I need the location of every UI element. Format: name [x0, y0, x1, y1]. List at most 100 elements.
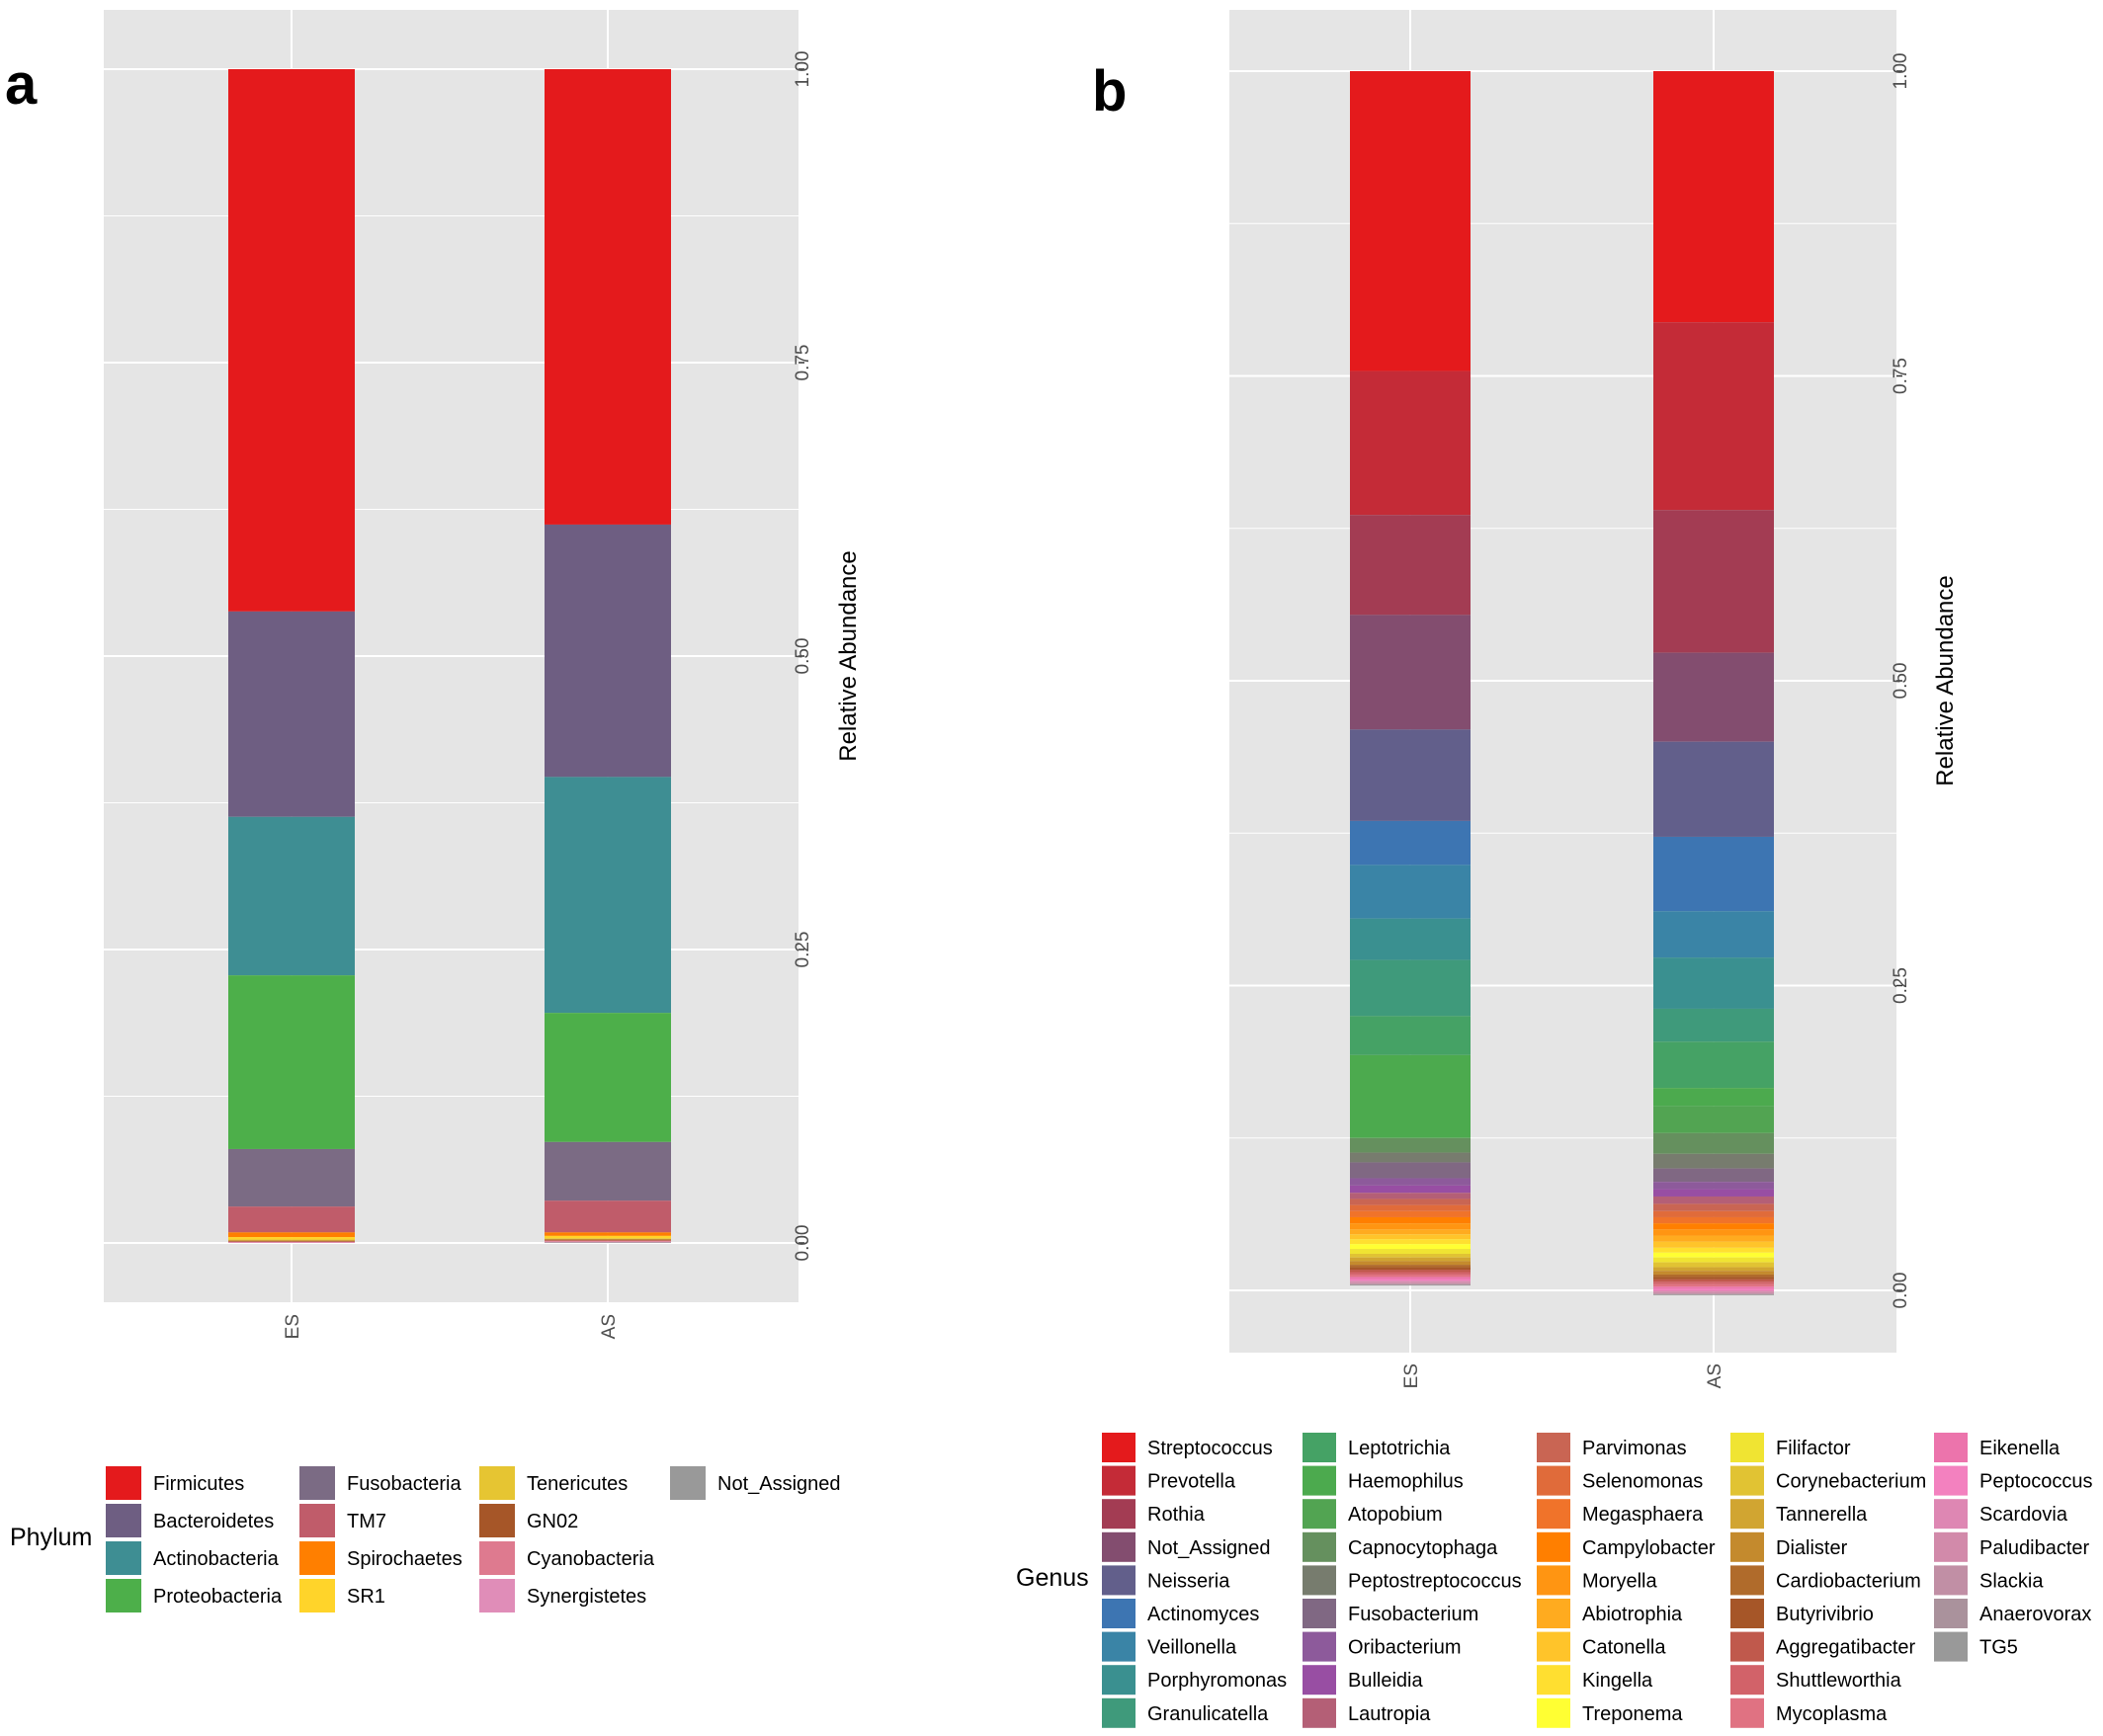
- legend-item-shuttleworthia: Shuttleworthia: [1730, 1665, 1902, 1695]
- stacked-bar-as: [1653, 71, 1774, 1295]
- x-tick-label: AS: [1705, 1364, 1725, 1388]
- stacked-bar-es: [1350, 71, 1471, 1286]
- legend-swatch: [1934, 1531, 1968, 1562]
- legend-swatch: [299, 1504, 335, 1537]
- legend-swatch: [1730, 1631, 1764, 1662]
- legend-swatch: [1537, 1631, 1570, 1662]
- legend-item-leptotrichia: Leptotrichia: [1303, 1433, 1451, 1462]
- legend-swatch: [1102, 1531, 1136, 1562]
- panel-a: a ES AS 0.00 0.25 0.50 0.75 1.00 Relative Abunda…: [5, 10, 862, 1612]
- bar-segment-abiotrophia: [1653, 1235, 1774, 1242]
- bar-segment-tm7: [228, 1206, 355, 1233]
- legend-item-parvimonas: Parvimonas: [1537, 1433, 1687, 1462]
- legend-item-neisseria: Neisseria: [1102, 1565, 1230, 1596]
- legend-swatch: [1934, 1499, 1968, 1529]
- legend-item-scardovia: Scardovia: [1934, 1499, 2068, 1529]
- legend-swatch: [1934, 1565, 1968, 1596]
- legend-swatch: [1303, 1697, 1336, 1728]
- legend-item-prevotella: Prevotella: [1102, 1465, 1236, 1496]
- bar-segment-paludibacter: [1350, 1281, 1471, 1283]
- legend-swatch: [106, 1579, 141, 1612]
- legend-swatch: [1537, 1499, 1570, 1529]
- legend-item-lautropia: Lautropia: [1303, 1697, 1431, 1728]
- legend-swatch: [106, 1466, 141, 1500]
- x-tick-label: AS: [599, 1314, 620, 1339]
- legend-label: Selenomonas: [1582, 1471, 1703, 1493]
- legend-label: Actinobacteria: [153, 1548, 280, 1570]
- legend-item-paludibacter: Paludibacter: [1934, 1531, 2090, 1562]
- legend-label: Synergistetes: [527, 1586, 646, 1608]
- bar-segment-dialister: [1653, 1271, 1774, 1275]
- legend-label: Actinomyces: [1147, 1604, 1259, 1625]
- legend-label: Scardovia: [1979, 1504, 2068, 1526]
- legend-item-filifactor: Filifactor: [1730, 1433, 1851, 1462]
- bar-segment-treponema: [1350, 1244, 1471, 1250]
- legend-swatch: [1730, 1499, 1764, 1529]
- bar-segment-eikenella: [1653, 1286, 1774, 1289]
- legend-swatch: [1303, 1465, 1336, 1496]
- bar-segment-neisseria: [1350, 729, 1471, 821]
- legend-item-proteobacteria: Proteobacteria: [106, 1579, 283, 1612]
- legend-swatch: [1303, 1565, 1336, 1596]
- bar-segment-sr1: [228, 1237, 355, 1240]
- bar-segment-dialister: [1350, 1261, 1471, 1266]
- bar-segment-sr1: [545, 1235, 671, 1239]
- legend-label: Abiotrophia: [1582, 1604, 1683, 1625]
- bar-segment-firmicutes: [545, 69, 671, 525]
- bar-segment-neisseria: [1653, 741, 1774, 837]
- bar-segment-proteobacteria: [228, 975, 355, 1149]
- bar-segment-streptococcus: [1653, 71, 1774, 323]
- legend-item-slackia: Slackia: [1934, 1565, 2044, 1596]
- legend-swatch: [1730, 1599, 1764, 1628]
- legend-label: Peptostreptococcus: [1348, 1570, 1522, 1592]
- bar-segment-cyanobacteria: [545, 1240, 671, 1242]
- legend-item-moryella: Moryella: [1537, 1565, 1657, 1596]
- legend-label: Rothia: [1147, 1504, 1206, 1526]
- legend-swatch: [1730, 1665, 1764, 1695]
- legend-swatch: [1537, 1565, 1570, 1596]
- legend-label: Veillonella: [1147, 1637, 1237, 1659]
- legend-swatch: [1934, 1433, 1968, 1462]
- legend-item-actinobacteria: Actinobacteria: [106, 1541, 280, 1575]
- bar-segment-lautropia: [1350, 1193, 1471, 1199]
- y-tick-label: 0.00: [793, 1225, 813, 1262]
- legend-item-dialister: Dialister: [1730, 1531, 1848, 1562]
- legend-label: TG5: [1979, 1637, 2018, 1659]
- bar-segment-bacteroidetes: [545, 524, 671, 778]
- legend-item-oribacterium: Oribacterium: [1303, 1631, 1461, 1662]
- bar-segment-granulicatella: [1350, 959, 1471, 1017]
- bar-segment-gn02: [545, 1239, 671, 1241]
- bar-segment-peptococcus: [1350, 1279, 1471, 1281]
- legend-item-veillonella: Veillonella: [1102, 1631, 1237, 1662]
- panel-letter: a: [5, 52, 38, 117]
- bar-segment-lautropia: [1653, 1196, 1774, 1204]
- legend-swatch: [1537, 1465, 1570, 1496]
- bar-segment-anaerovorax: [1653, 1293, 1774, 1295]
- bar-segment-butyrivibrio: [1350, 1267, 1471, 1271]
- y-tick-label: 1.00: [793, 51, 813, 88]
- bar-segment-bacteroidetes: [228, 611, 355, 817]
- legend-label: Dialister: [1776, 1537, 1848, 1559]
- bar-segment-parvimonas: [1653, 1203, 1774, 1211]
- bar-segment-moryella: [1350, 1223, 1471, 1230]
- legend-item-not-assigned: Not_Assigned: [670, 1466, 841, 1500]
- legend-item-rothia: Rothia: [1102, 1499, 1206, 1529]
- legend-label: Capnocytophaga: [1348, 1537, 1498, 1559]
- bar-segment-actinomyces: [1653, 836, 1774, 912]
- panel-b: b ES AS 0.00 0.25 0.50 0.75 1.00 Relative Abunda…: [1016, 10, 2093, 1728]
- legend-item-haemophilus: Haemophilus: [1303, 1465, 1464, 1496]
- bar-segment-catonella: [1350, 1234, 1471, 1240]
- legend-label: Atopobium: [1348, 1504, 1443, 1526]
- legend-label: Lautropia: [1348, 1703, 1431, 1725]
- bar-segment-treponema: [1653, 1252, 1774, 1258]
- legend-item-anaerovorax: Anaerovorax: [1934, 1599, 2091, 1628]
- legend-item-campylobacter: Campylobacter: [1537, 1531, 1716, 1562]
- legend-label: Streptococcus: [1147, 1438, 1273, 1459]
- bar-segment-synergistetes: [228, 1242, 355, 1244]
- y-tick-label: 0.50: [1891, 663, 1911, 700]
- legend-swatch: [1537, 1599, 1570, 1628]
- legend-swatch: [1537, 1665, 1570, 1695]
- legend-item-spirochaetes: Spirochaetes: [299, 1541, 463, 1575]
- legend-swatch: [1730, 1565, 1764, 1596]
- bar-segment-cyanobacteria: [228, 1241, 355, 1243]
